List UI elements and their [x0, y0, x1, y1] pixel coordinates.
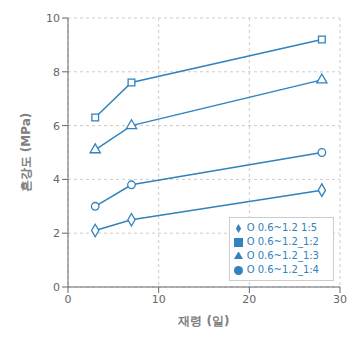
svg-text:0: 0: [53, 281, 60, 294]
html-text:O 0.6~1.2_1:2: O 0.6~1.2_1:2: [246, 236, 319, 247]
svg-text:2: 2: [53, 227, 60, 240]
html-text:O 0.6~1.2 1:5: O 0.6~1.2 1:5: [246, 222, 318, 233]
svg-text:20: 20: [242, 293, 256, 306]
html-text:O 0.6~1.2_1:4: O 0.6~1.2_1:4: [246, 264, 319, 275]
svg-text:4: 4: [53, 173, 60, 186]
svg-text:재령 (일): 재령 (일): [177, 314, 229, 328]
svg-text:6: 6: [53, 120, 60, 133]
svg-text:30: 30: [333, 293, 347, 306]
svg-text:10: 10: [152, 293, 166, 306]
svg-text:흔강도 (MPa): 흔강도 (MPa): [19, 113, 33, 193]
svg-text:0: 0: [65, 293, 72, 306]
svg-text:10: 10: [46, 12, 60, 25]
html-text:O 0.6~1.2_1:3: O 0.6~1.2_1:3: [246, 250, 319, 261]
svg-text:8: 8: [53, 66, 60, 79]
